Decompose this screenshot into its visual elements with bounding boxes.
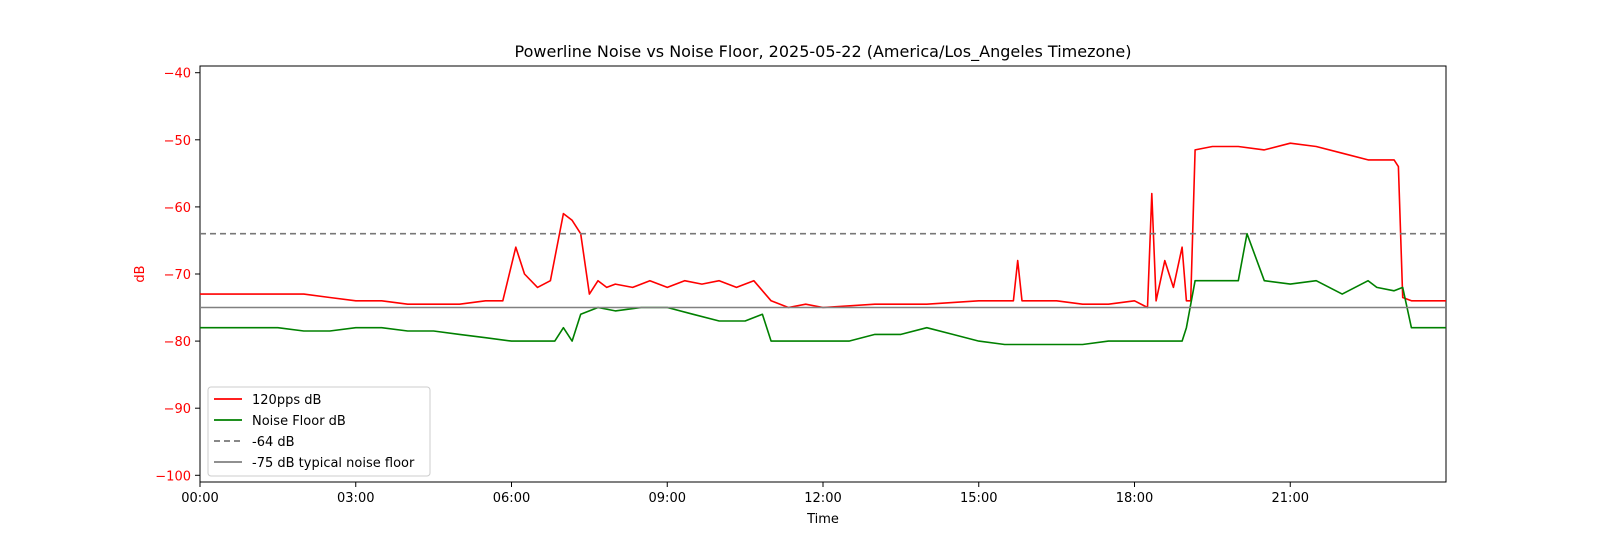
y-tick-label: −40	[164, 67, 191, 82]
legend-label: 120pps dB	[252, 393, 321, 408]
chart-title: Powerline Noise vs Noise Floor, 2025-05-…	[515, 42, 1132, 62]
y-tick-label: −100	[155, 469, 191, 484]
y-tick-label: −70	[164, 268, 191, 283]
y-axis-label: dB	[133, 265, 148, 282]
x-axis-ticks: 00:00 03:00 06:00 09:00 12:00 15:00 18:00 21:00	[181, 482, 1309, 506]
y-tick-label: −50	[164, 134, 191, 149]
legend-label: Noise Floor dB	[252, 414, 346, 429]
legend-box	[207, 386, 431, 477]
legend-label: -64 dB	[252, 435, 295, 450]
x-axis-label: Time	[806, 512, 839, 527]
series-layer	[200, 142, 1446, 346]
x-tick-label: 12:00	[804, 491, 841, 506]
x-tick-label: 06:00	[493, 491, 530, 506]
y-tick-label: −90	[164, 402, 191, 417]
x-tick-label: 09:00	[649, 491, 686, 506]
x-tick-label: 03:00	[337, 491, 374, 506]
x-tick-label: 15:00	[960, 491, 997, 506]
x-tick-label: 00:00	[181, 491, 218, 506]
x-tick-label: 21:00	[1272, 491, 1309, 506]
y-tick-label: −80	[164, 335, 191, 350]
y-tick-label: −60	[164, 201, 191, 216]
legend-label: -75 dB typical noise floor	[252, 456, 415, 471]
y-axis-ticks: −40 −50 −60 −70 −80 −90 −100	[155, 67, 200, 484]
legend: 120pps dB Noise Floor dB -64 dB -75 dB typi…	[207, 386, 431, 477]
x-tick-label: 18:00	[1116, 491, 1153, 506]
series-line-1	[200, 232, 1446, 346]
